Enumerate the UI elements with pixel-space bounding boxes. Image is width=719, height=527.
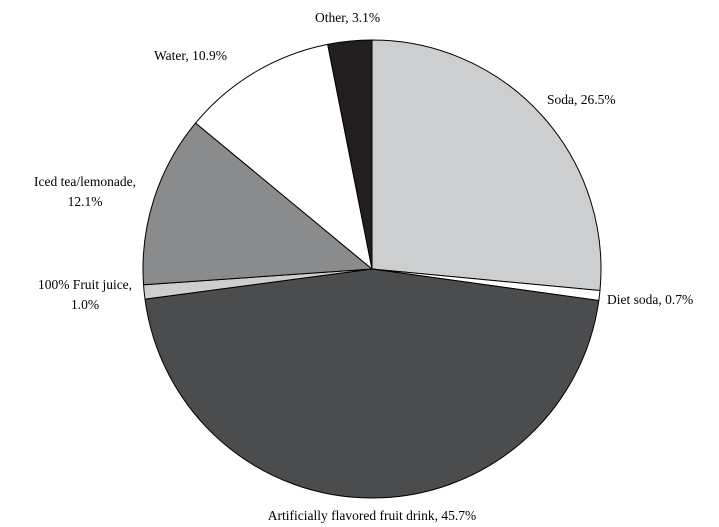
slice-label-line: Diet soda, 0.7% (607, 292, 693, 307)
slice-label-iced-tea-lemonade: Iced tea/lemonade, 12.1% (34, 174, 136, 209)
slice-label-line: 1.0% (71, 297, 99, 312)
pie-labels: Soda, 26.5% Diet soda, 0.7% Artificially f… (34, 10, 693, 523)
pie-slices (142, 39, 602, 499)
slice-label-line: Other, 3.1% (315, 10, 380, 25)
slice-label-line: Water, 10.9% (154, 48, 227, 63)
slice-label-line: 12.1% (68, 194, 103, 209)
slice-iced-tea-lemonade (142, 122, 374, 286)
slice-label-diet-soda: Diet soda, 0.7% (607, 292, 693, 307)
slice-other (327, 39, 373, 270)
slice-artificially-flavored-fruit-drink (144, 268, 600, 499)
slice-label-100-fruit-juice: 100% Fruit juice, 1.0% (38, 277, 132, 312)
slice-label-line: Iced tea/lemonade, (34, 174, 136, 189)
slice-water (194, 43, 373, 271)
slice-label-line: 100% Fruit juice, (38, 277, 132, 292)
slice-label-soda: Soda, 26.5% (547, 92, 616, 107)
slice-label-water: Water, 10.9% (154, 48, 227, 63)
slice-label-line: Soda, 26.5% (547, 92, 616, 107)
slice-label-line: Artificially flavored fruit drink, 45.7% (268, 508, 476, 523)
slice-label-artificially-flavored-fruit-drink: Artificially flavored fruit drink, 45.7% (268, 508, 476, 523)
slice-label-other: Other, 3.1% (315, 10, 380, 25)
slice-soda (371, 39, 602, 292)
